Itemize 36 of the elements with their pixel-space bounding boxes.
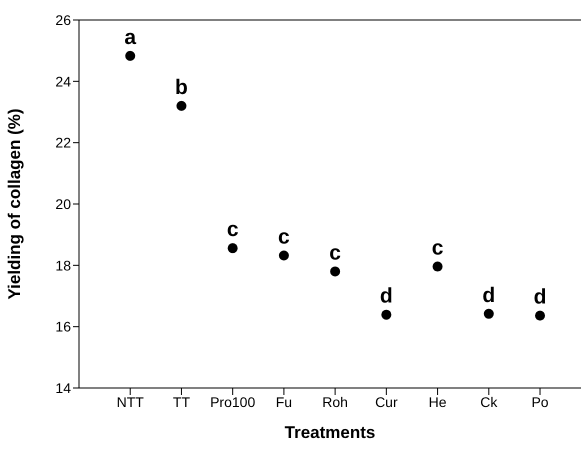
x-axis-title: Treatments xyxy=(284,423,376,442)
y-tick-label: 16 xyxy=(55,318,72,335)
point xyxy=(484,308,494,319)
x-tick-label: He xyxy=(428,394,447,410)
x-tick-label: Fu xyxy=(276,394,292,410)
annotation: c xyxy=(226,218,239,242)
x-tick-label: Po xyxy=(531,394,549,410)
x-tick-label: NTT xyxy=(116,394,144,410)
y-tick-label: 14 xyxy=(55,380,72,396)
y-tick-label: 20 xyxy=(55,196,72,212)
x-tick-label: TT xyxy=(172,394,190,410)
point xyxy=(535,310,546,321)
y-tick-label: 18 xyxy=(55,257,72,274)
annotation: d xyxy=(482,284,496,307)
point xyxy=(432,262,443,272)
annotation: c xyxy=(329,241,342,264)
annotation: b xyxy=(175,76,188,99)
point xyxy=(176,100,186,111)
annotation: c xyxy=(278,226,290,249)
x-tick-label: Cur xyxy=(375,394,398,410)
annotation: a xyxy=(124,26,136,49)
annotation: d xyxy=(380,284,393,308)
y-tick-label: 22 xyxy=(55,134,72,151)
annotation: c xyxy=(432,236,444,260)
point xyxy=(278,250,289,261)
annotation: d xyxy=(534,286,546,309)
point xyxy=(330,266,340,276)
x-tick-label: Roh xyxy=(322,394,348,410)
point xyxy=(381,310,392,320)
x-tick-label: Pro100 xyxy=(210,394,256,410)
y-axis-title: Yielding of collagen (%) xyxy=(5,108,24,300)
point xyxy=(228,243,238,254)
x-tick-label: Ck xyxy=(480,394,498,410)
y-tick-label: 24 xyxy=(55,73,72,90)
point xyxy=(125,50,136,61)
y-tick-label: 26 xyxy=(55,12,72,28)
